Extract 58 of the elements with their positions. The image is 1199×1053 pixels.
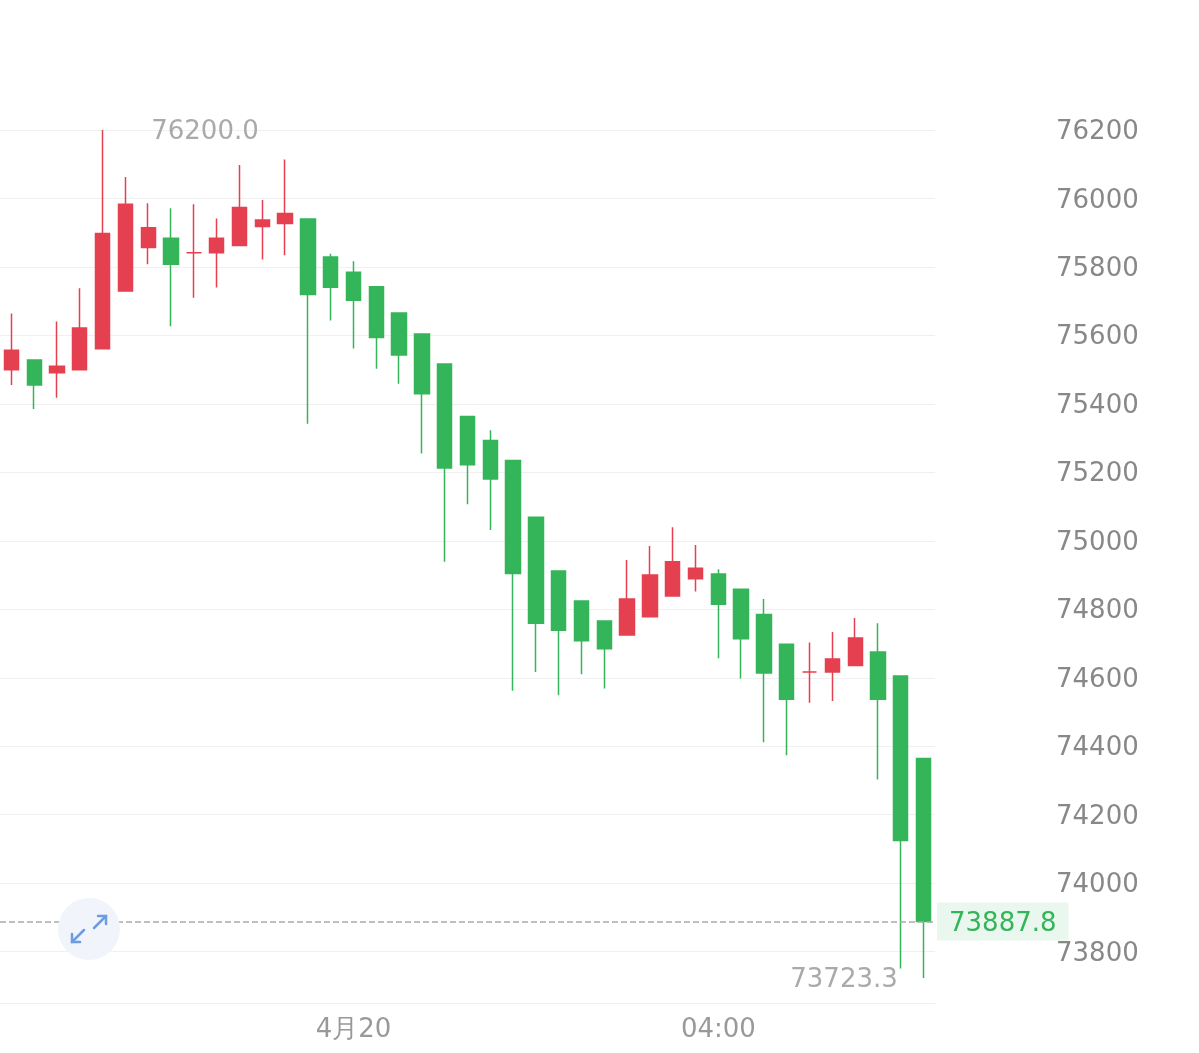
y-tick-label: 74400 (1056, 731, 1139, 762)
y-tick-label: 75800 (1056, 252, 1139, 283)
y-tick-label: 74600 (1056, 662, 1139, 693)
y-tick-label: 73800 (1056, 936, 1139, 967)
candlestick (436, 363, 453, 563)
candlestick (687, 544, 704, 593)
annotation: 73723.3 (790, 962, 898, 993)
candlestick (185, 203, 203, 299)
annotation: 76200.0 (151, 115, 259, 146)
candlestick (755, 598, 773, 743)
y-tick-label: 75200 (1056, 457, 1139, 488)
y-tick-label: 75000 (1056, 525, 1139, 556)
candlestick (276, 158, 294, 257)
candlestick (26, 359, 43, 410)
y-tick-label: 74800 (1056, 594, 1139, 625)
candlestick (413, 333, 431, 455)
candlestick (596, 620, 613, 690)
x-tick-label: 4月20 (315, 1013, 392, 1043)
candlestick (664, 526, 681, 597)
candlestick (94, 129, 111, 350)
x-tick-label: 04:00 (680, 1013, 756, 1043)
candlestick (641, 545, 659, 618)
candlestick (801, 641, 818, 704)
y-tick-label: 74000 (1056, 868, 1139, 899)
candlestick (368, 286, 385, 370)
candlestick (527, 516, 545, 673)
candlestick (778, 643, 795, 756)
y-tick-label: 75400 (1056, 388, 1139, 419)
candlestick (732, 588, 750, 680)
candlestick (299, 218, 317, 425)
candlestick (140, 202, 157, 266)
candlestick (71, 287, 88, 371)
candlestick (915, 757, 932, 979)
y-tick-label: 76200 (1056, 115, 1139, 146)
candlestick (254, 199, 271, 261)
candlestick (48, 320, 66, 399)
candlestick (710, 568, 727, 660)
candlestick (824, 631, 841, 702)
y-tick-label: 74200 (1056, 799, 1139, 830)
candlestick (231, 164, 248, 247)
candlestick (459, 415, 476, 505)
candlestick (573, 600, 590, 676)
candlestick (345, 260, 362, 350)
candlestick (117, 176, 134, 292)
candlestick (482, 429, 499, 531)
candlestick (322, 252, 339, 322)
candlestick (3, 312, 20, 386)
candlestick (504, 459, 522, 692)
candlestick (162, 207, 180, 327)
candlestick (390, 312, 408, 385)
candlestick (618, 559, 636, 636)
y-tick-label: 75600 (1056, 320, 1139, 351)
candlestick (869, 622, 887, 781)
candlestick (208, 217, 225, 289)
candlestick (550, 570, 567, 696)
ref-line-label: 73887.8 (949, 906, 1057, 937)
y-tick-label: 76000 (1056, 183, 1139, 214)
candlestick (847, 617, 864, 667)
